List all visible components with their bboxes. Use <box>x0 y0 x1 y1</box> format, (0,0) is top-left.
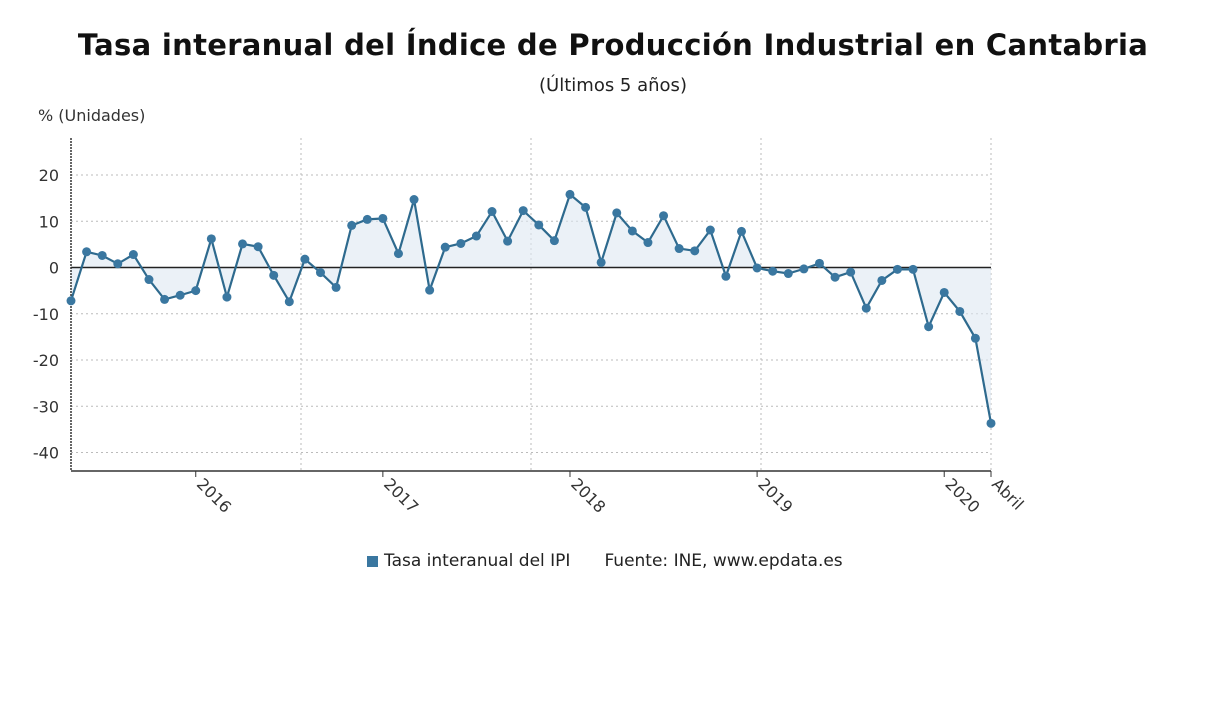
data-point <box>565 189 575 199</box>
data-point <box>97 250 107 260</box>
data-point <box>643 238 653 248</box>
data-point <box>128 250 138 260</box>
data-point <box>549 236 559 246</box>
data-point <box>596 257 606 267</box>
data-point <box>814 258 824 268</box>
data-point <box>581 202 591 212</box>
data-point <box>721 271 731 281</box>
x-tick-label: Abril <box>988 474 1027 513</box>
data-point <box>737 226 747 236</box>
data-point <box>659 211 669 221</box>
data-point <box>222 292 232 302</box>
data-point <box>783 269 793 279</box>
x-tick-label: 2016 <box>193 474 235 516</box>
data-point <box>986 418 996 428</box>
data-point <box>768 266 778 276</box>
y-tick-label: 20 <box>39 166 59 185</box>
data-point <box>612 208 622 218</box>
data-point <box>487 207 497 217</box>
data-point <box>347 220 357 230</box>
data-point <box>206 234 216 244</box>
data-point <box>471 231 481 241</box>
data-point <box>409 195 419 205</box>
data-point <box>705 225 715 235</box>
y-tick-label: -10 <box>33 305 59 324</box>
x-tick-label: 2019 <box>754 474 796 516</box>
x-tick-label: 2020 <box>941 474 983 516</box>
data-point <box>440 242 450 252</box>
data-point <box>284 297 294 307</box>
data-point <box>175 290 185 300</box>
data-point <box>830 272 840 282</box>
data-point <box>908 264 918 274</box>
data-point <box>690 246 700 256</box>
legend-swatch <box>367 555 378 567</box>
y-tick-label: -40 <box>33 444 59 463</box>
data-point <box>315 268 325 278</box>
data-point <box>939 287 949 297</box>
y-axis-label: % (Unidades) <box>38 106 146 125</box>
data-point <box>300 254 310 264</box>
data-point <box>425 285 435 295</box>
data-point <box>393 249 403 259</box>
data-point <box>238 239 248 249</box>
data-point <box>970 333 980 343</box>
data-point <box>924 322 934 332</box>
chart-subtitle: (Últimos 5 años) <box>539 75 687 96</box>
data-point <box>503 236 513 246</box>
y-tick-label: 0 <box>49 259 59 278</box>
data-point <box>160 294 170 304</box>
data-point <box>627 226 637 236</box>
y-tick-label: -30 <box>33 397 59 416</box>
data-point <box>66 296 76 306</box>
data-point <box>253 242 263 252</box>
x-tick-label: 2018 <box>567 474 609 516</box>
x-tick-label: 2017 <box>380 474 422 516</box>
data-point <box>456 238 466 248</box>
data-point <box>861 303 871 313</box>
source-label: Fuente: INE, www.epdata.es <box>604 551 843 571</box>
data-point <box>378 213 388 223</box>
data-point <box>331 282 341 292</box>
data-point <box>955 306 965 316</box>
data-point <box>752 263 762 273</box>
data-point <box>799 264 809 274</box>
data-point <box>113 259 123 269</box>
data-point <box>518 206 528 216</box>
y-tick-label: 10 <box>39 212 59 231</box>
data-point <box>534 220 544 230</box>
data-point <box>892 264 902 274</box>
area-fill <box>71 194 991 424</box>
y-tick-label: -20 <box>33 351 59 370</box>
data-point <box>877 275 887 285</box>
data-point <box>191 286 201 296</box>
data-point <box>362 214 372 224</box>
data-point <box>674 244 684 254</box>
data-point <box>269 270 279 280</box>
chart-title: Tasa interanual del Índice de Producción… <box>77 28 1149 62</box>
legend: Tasa interanual del IPI Fuente: INE, www… <box>367 551 843 571</box>
data-point <box>82 247 92 257</box>
legend-series-label[interactable]: Tasa interanual del IPI <box>384 551 571 571</box>
data-point <box>846 267 856 277</box>
data-point <box>144 275 154 285</box>
